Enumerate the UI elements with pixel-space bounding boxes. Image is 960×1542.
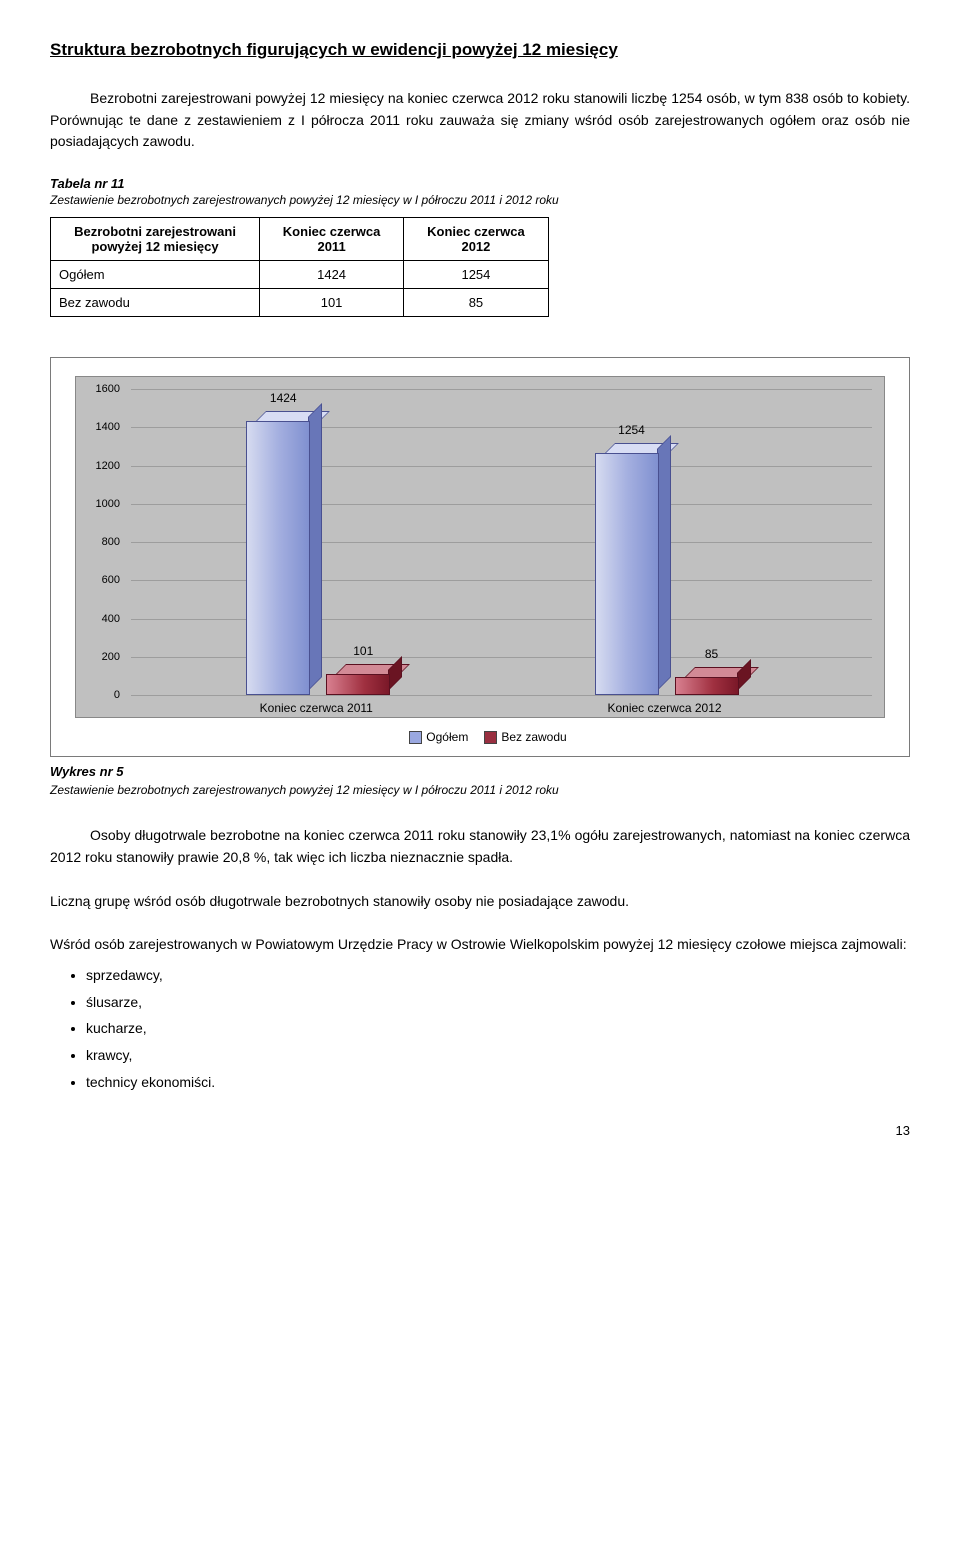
bar-bez-zawodu	[675, 679, 737, 695]
bar-ogolem	[246, 423, 308, 695]
y-tick-label: 1400	[96, 421, 120, 433]
bar-bez-zawodu	[326, 676, 388, 695]
gridline	[131, 695, 872, 696]
gridline	[131, 657, 872, 658]
body-paragraph-3: Liczną grupę wśród osób długotrwale bezr…	[50, 891, 910, 913]
y-tick-label: 400	[102, 613, 120, 625]
gridline	[131, 580, 872, 581]
y-tick-label: 1000	[96, 498, 120, 510]
gridline	[131, 504, 872, 505]
intro-paragraph: Bezrobotni zarejestrowani powyżej 12 mie…	[50, 88, 910, 153]
table-header-row: Bezrobotni zarejestrowani powyżej 12 mie…	[51, 218, 549, 261]
bullet-item: sprzedawcy,	[86, 962, 910, 989]
table-col2: Koniec czerwca 2012	[404, 218, 549, 261]
bar-ogolem	[595, 455, 657, 695]
chart-caption: Wykres nr 5 Zestawienie bezrobotnych zar…	[50, 763, 910, 799]
table-col1: Koniec czerwca 2011	[260, 218, 404, 261]
table-caption-title: Tabela nr 11	[50, 176, 124, 191]
x-axis-label: Koniec czerwca 2012	[607, 701, 721, 715]
table-cell: 1424	[260, 261, 404, 289]
x-axis-label: Koniec czerwca 2011	[260, 701, 373, 715]
bullet-item: krawcy,	[86, 1042, 910, 1069]
legend-swatch	[484, 731, 497, 744]
bullet-item: ślusarze,	[86, 989, 910, 1016]
page-heading: Struktura bezrobotnych figurujących w ew…	[50, 40, 910, 60]
legend-swatch	[409, 731, 422, 744]
chart-container: 0 200 400 600 800 1000 1200 1400 1600 1424 101 125…	[50, 357, 910, 757]
legend-label: Bez zawodu	[501, 730, 566, 744]
table-cell: 1254	[404, 261, 549, 289]
bullet-item: technicy ekonomiści.	[86, 1069, 910, 1096]
chart-plot: 0 200 400 600 800 1000 1200 1400 1600 1424 101 125…	[75, 376, 885, 718]
gridline	[131, 466, 872, 467]
bar-value-label: 85	[705, 647, 718, 661]
data-table: Bezrobotni zarejestrowani powyżej 12 mie…	[50, 217, 549, 317]
body-paragraph-2: Osoby długotrwale bezrobotne na koniec c…	[50, 825, 910, 868]
table-caption: Tabela nr 11	[50, 175, 910, 193]
gridline	[131, 389, 872, 390]
chart-caption-title: Wykres nr 5	[50, 764, 123, 779]
y-tick-label: 200	[102, 651, 120, 663]
chart-legend: Ogółem Bez zawodu	[75, 730, 885, 744]
bullet-item: kucharze,	[86, 1015, 910, 1042]
table-caption-desc: Zestawienie bezrobotnych zarejestrowanyc…	[50, 193, 910, 207]
y-tick-label: 800	[102, 536, 120, 548]
table-cell: 101	[260, 289, 404, 317]
table-row: Ogółem 1424 1254	[51, 261, 549, 289]
table-cell-label: Bez zawodu	[51, 289, 260, 317]
page-number: 13	[50, 1123, 910, 1138]
y-tick-label: 1200	[96, 460, 120, 472]
y-tick-label: 600	[102, 574, 120, 586]
bar-value-label: 101	[353, 644, 373, 658]
bullet-list: sprzedawcy,ślusarze,kucharze,krawcy,tech…	[86, 962, 910, 1095]
table-col0: Bezrobotni zarejestrowani powyżej 12 mie…	[51, 218, 260, 261]
chart-caption-desc: Zestawienie bezrobotnych zarejestrowanyc…	[50, 783, 559, 797]
table-row: Bez zawodu 101 85	[51, 289, 549, 317]
legend-label: Ogółem	[426, 730, 468, 744]
gridline	[131, 427, 872, 428]
gridline	[131, 619, 872, 620]
gridline	[131, 542, 872, 543]
y-tick-label: 0	[114, 689, 120, 701]
bar-value-label: 1424	[270, 391, 297, 405]
table-cell: 85	[404, 289, 549, 317]
table-cell-label: Ogółem	[51, 261, 260, 289]
bar-value-label: 1254	[618, 423, 645, 437]
y-tick-label: 1600	[96, 383, 120, 395]
body-paragraph-4: Wśród osób zarejestrowanych w Powiatowym…	[50, 934, 910, 956]
